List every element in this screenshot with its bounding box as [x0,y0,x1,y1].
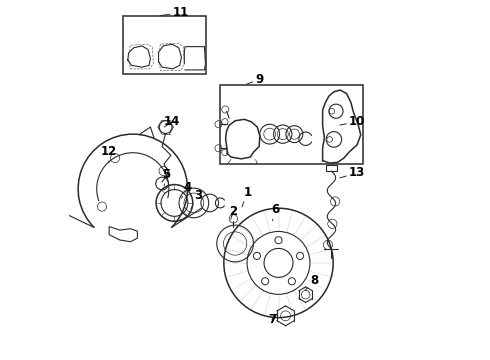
Text: 14: 14 [164,115,180,128]
Bar [220,85,363,164]
Text: 1: 1 [242,186,251,207]
Text: 8: 8 [305,274,318,290]
Bar [123,16,206,74]
Text: 5: 5 [162,168,171,186]
Text: 11: 11 [160,6,189,19]
Text: 4: 4 [181,181,192,198]
Text: 10: 10 [340,115,366,128]
Text: 7: 7 [268,313,277,326]
Text: 2: 2 [229,205,237,219]
Text: 6: 6 [271,203,280,221]
Text: 3: 3 [191,189,202,209]
Text: 9: 9 [246,73,264,86]
Text: 13: 13 [340,166,366,179]
Bar [326,165,338,171]
Text: 12: 12 [100,145,117,163]
